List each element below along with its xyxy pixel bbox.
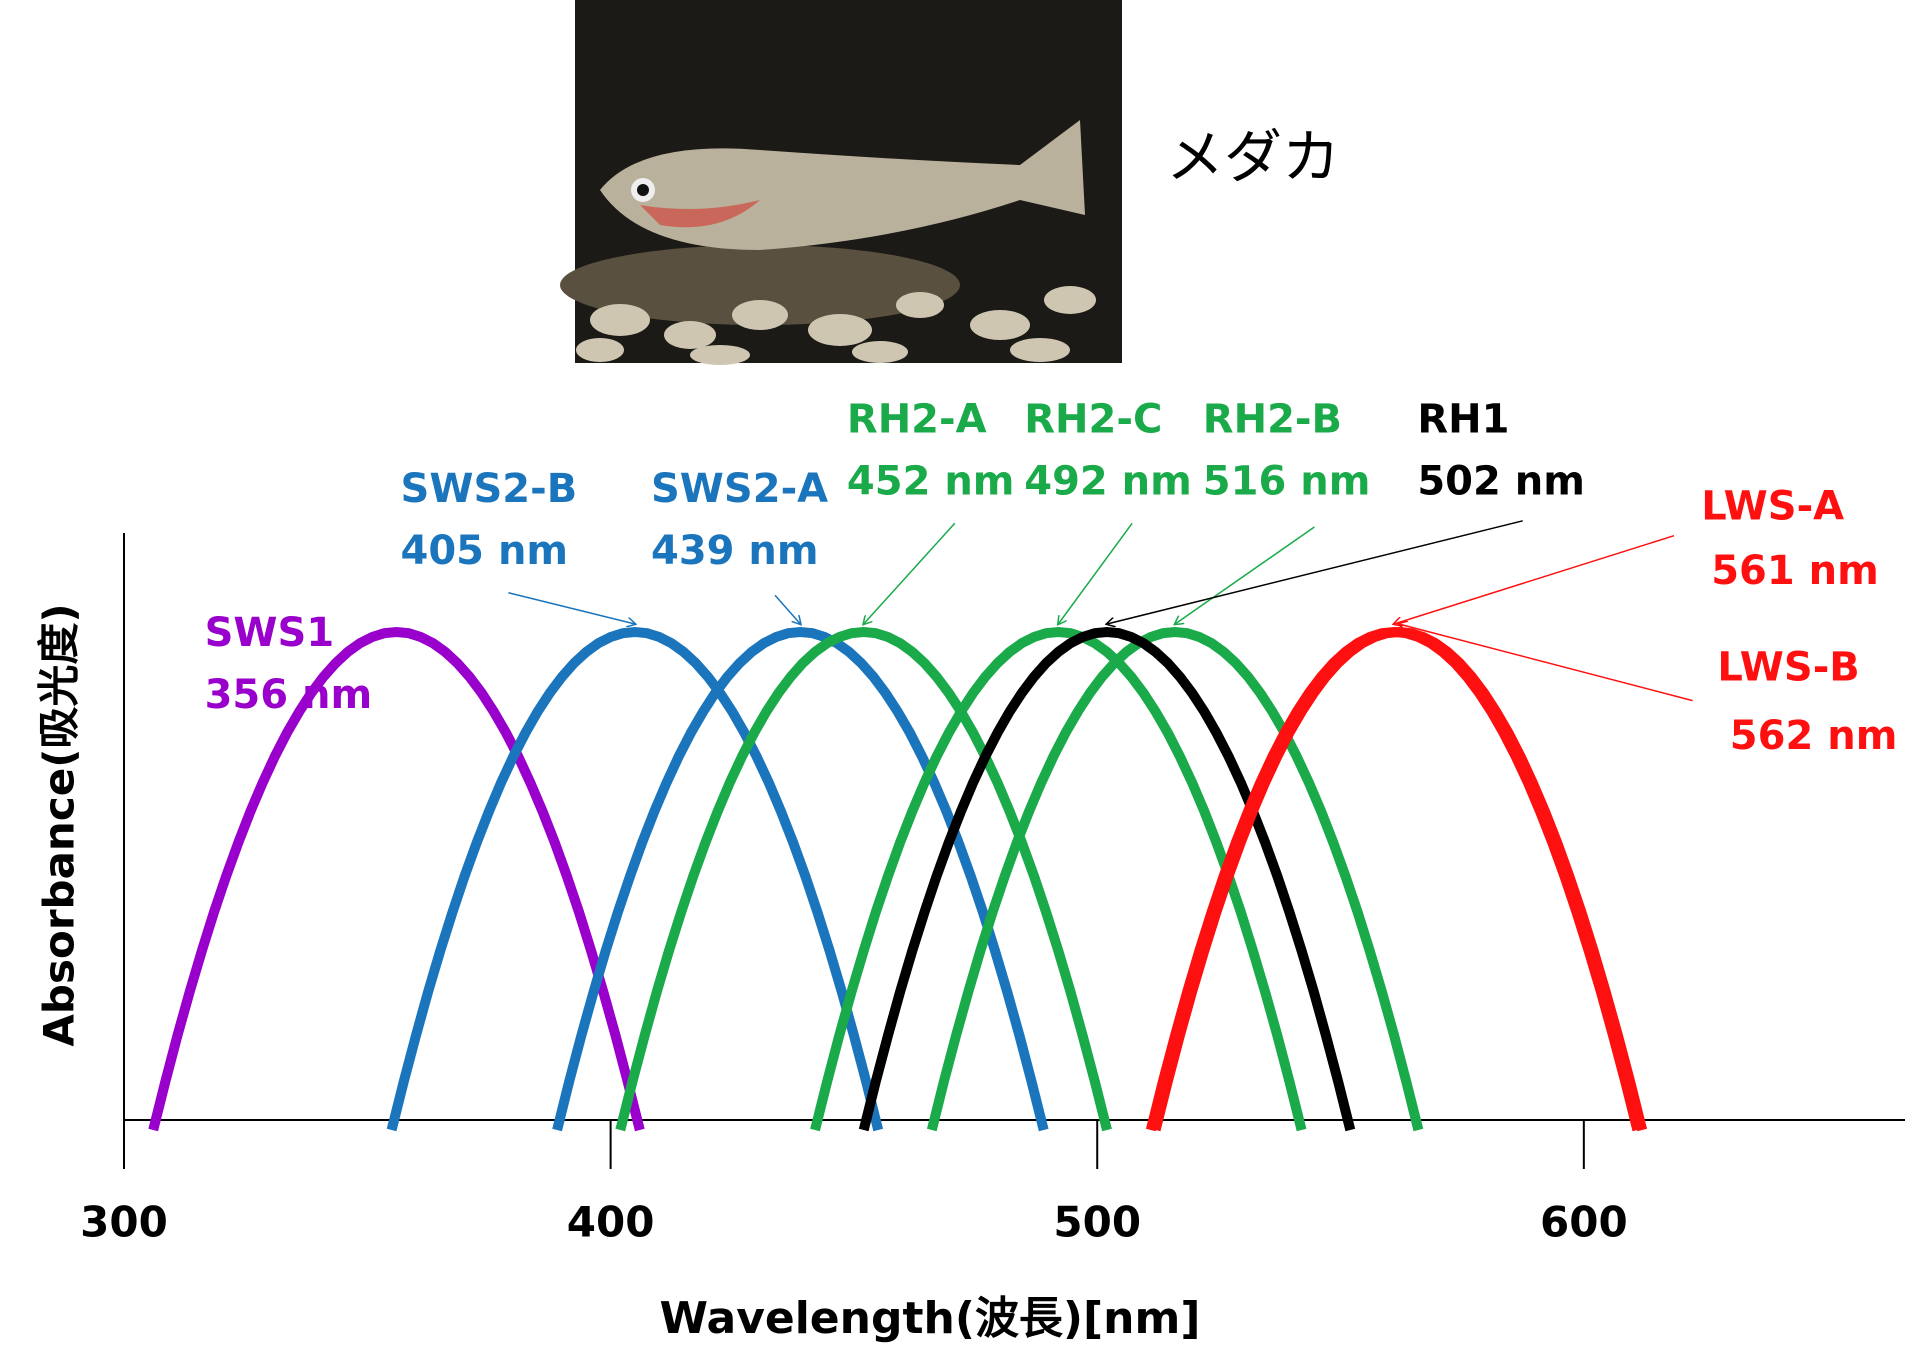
absorbance-curve [386, 626, 884, 1132]
label-arrow [774, 594, 800, 624]
series-name: RH2-A [847, 397, 987, 443]
series-name: LWS-B [1717, 645, 1859, 691]
peak-label: 562 nm [1730, 713, 1898, 759]
x-tick-label: 300 [80, 1198, 168, 1247]
absorbance-curve [858, 626, 1356, 1132]
x-tick-label: 600 [1540, 1198, 1628, 1247]
series-name: SWS1 [205, 610, 335, 656]
label-arrow [1107, 520, 1523, 624]
x-axis-title: Wavelength(波長)[nm] [660, 1293, 1201, 1344]
x-tick-label: 500 [1053, 1198, 1141, 1247]
series-name: RH2-B [1203, 397, 1342, 443]
series-name: SWS2-A [651, 466, 828, 512]
series-name: LWS-A [1701, 483, 1844, 529]
fish-photo [560, 0, 1122, 365]
absorbance-curve [148, 626, 645, 1132]
peak-label: 452 nm [847, 459, 1015, 505]
series-name: SWS2-B [401, 466, 578, 512]
absorbance-curve [552, 626, 1049, 1132]
peak-label: 492 nm [1024, 459, 1192, 505]
series-name: RH2-C [1024, 397, 1162, 443]
series-name: RH1 [1417, 397, 1509, 443]
label-arrow [864, 522, 956, 624]
peak-label: 439 nm [651, 528, 819, 574]
peak-label: 561 nm [1711, 548, 1879, 594]
absorbance-curve [926, 626, 1424, 1132]
label-arrow [1175, 526, 1315, 624]
peak-label: 502 nm [1417, 459, 1585, 505]
peak-label: 356 nm [205, 672, 373, 718]
label-arrow [1058, 522, 1133, 624]
photo-caption: メダカ [1166, 123, 1340, 191]
absorbance-curve [810, 626, 1307, 1132]
y-axis-title: Absorbance(吸光度) [35, 603, 84, 1046]
x-tick-label: 400 [567, 1198, 655, 1247]
absorbance-curve [615, 626, 1112, 1132]
label-arrow [1394, 534, 1675, 624]
label-arrow [508, 591, 635, 624]
label-arrow [1399, 624, 1693, 702]
absorbance-curve [1150, 626, 1648, 1132]
peak-label: 405 nm [401, 528, 569, 574]
peak-label: 516 nm [1203, 459, 1371, 505]
